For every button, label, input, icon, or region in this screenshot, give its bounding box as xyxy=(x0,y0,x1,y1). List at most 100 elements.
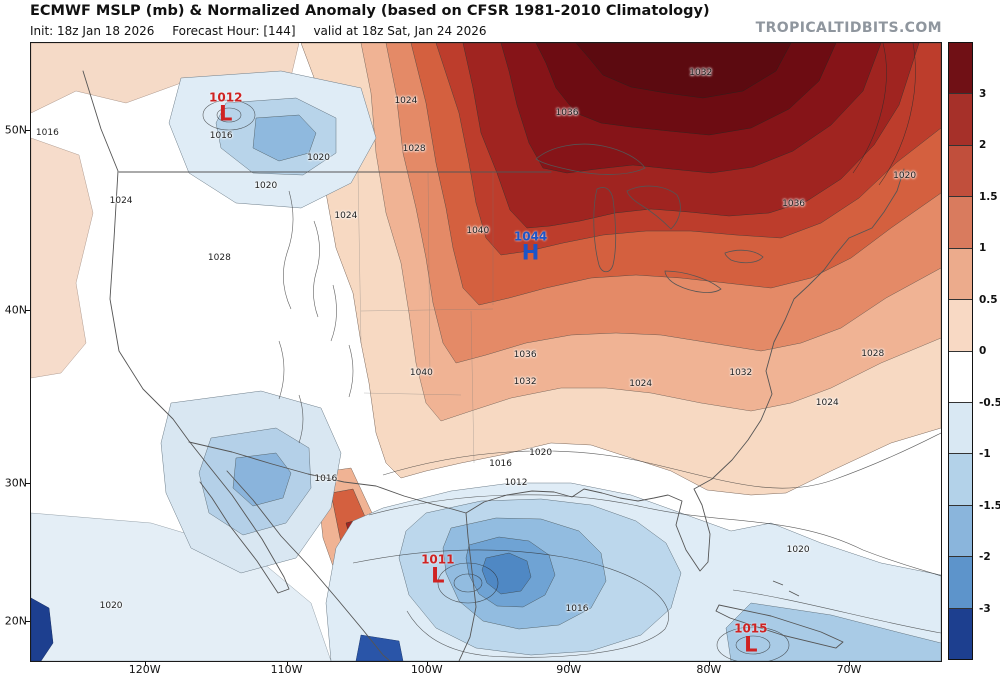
lon-tick xyxy=(426,661,428,666)
pressure-center-letter: L xyxy=(744,632,758,657)
isobar-label: 1016 xyxy=(565,604,589,615)
pressure-center-high: 1044 H xyxy=(514,230,547,263)
colorbar-label: 0 xyxy=(979,345,987,357)
anomaly-fill-negative xyxy=(355,634,404,661)
isobar-label: 1024 xyxy=(629,379,653,390)
page-title: ECMWF MSLP (mb) & Normalized Anomaly (ba… xyxy=(30,3,710,19)
lon-tick xyxy=(286,661,288,666)
isobar-label: 1012 xyxy=(504,478,528,489)
colorbar-label: -3 xyxy=(979,602,991,615)
colorbar-label: 2 xyxy=(979,139,987,151)
pressure-center-letter: L xyxy=(219,101,233,126)
coastline-mexico-west xyxy=(226,470,391,661)
lon-label: 80W xyxy=(696,663,722,676)
isobar-label: 1024 xyxy=(109,196,133,207)
forecast-hour: Forecast Hour: [144] xyxy=(172,24,296,38)
colorbar-segment xyxy=(949,608,972,660)
isobar-label: 1028 xyxy=(402,144,426,155)
isobar-label: 1020 xyxy=(529,447,553,458)
isobar-label: 1020 xyxy=(307,152,330,163)
pressure-center-value: 1012 xyxy=(209,90,243,105)
anomaly-fill-negative xyxy=(725,602,941,661)
pressure-center-value: 1044 xyxy=(513,229,548,244)
coastline-west xyxy=(82,70,290,594)
isobar-label: 1032 xyxy=(729,368,753,378)
isobar-label: 1028 xyxy=(861,348,885,359)
isobar-label: 1036 xyxy=(782,199,806,210)
state-borders xyxy=(357,171,494,464)
watermark: TROPICALTIDBITS.COM xyxy=(755,20,942,36)
border-us-mexico xyxy=(188,441,467,514)
colorbar-label: 1.5 xyxy=(979,190,998,203)
pressure-center-low: 1011 L xyxy=(421,554,454,587)
isobar-label: 1032 xyxy=(513,377,537,388)
lat-tick xyxy=(25,129,30,131)
colorbar-label: -1 xyxy=(979,448,991,460)
coastline-cuba xyxy=(715,604,844,649)
colorbar-segment xyxy=(949,94,972,146)
pressure-center-value: 1011 xyxy=(421,552,455,567)
coastline-gulf-atlantic xyxy=(458,168,905,661)
pressure-center-value: 1015 xyxy=(734,621,768,636)
colorbar-segment xyxy=(949,145,972,198)
anomaly-fill-positive xyxy=(31,137,94,379)
isobar-label: 1016 xyxy=(489,458,512,469)
anomaly-fill-negative xyxy=(31,512,332,661)
colorbar-label: 0.5 xyxy=(979,293,998,306)
isobar-label: 1036 xyxy=(513,350,537,361)
isobar-label: 1020 xyxy=(786,544,810,555)
colorbar-segment xyxy=(949,248,972,301)
colorbar-segment xyxy=(949,351,972,403)
anomaly-fill-negative xyxy=(481,552,532,595)
isobar-label: 1020 xyxy=(99,600,123,611)
colorbar-label: 3 xyxy=(979,87,987,100)
isobar-label: 1016 xyxy=(35,128,59,139)
colorbar xyxy=(948,42,973,660)
lat-label: 50N xyxy=(4,123,27,137)
isobar-label: 1020 xyxy=(254,180,278,191)
lon-tick xyxy=(849,661,850,666)
map-canvas: 1016 1020 1024 1028 1036 1032 1040 1036 1040 1036… xyxy=(30,42,942,662)
great-lakes xyxy=(535,143,800,597)
lat-tick xyxy=(25,483,30,485)
pressure-center-letter: H xyxy=(521,240,540,265)
colorbar-segment xyxy=(949,402,972,455)
colorbar-segment xyxy=(949,505,972,558)
colorbar-segment xyxy=(949,43,972,95)
lon-tick xyxy=(708,661,710,666)
isobar-label: 1024 xyxy=(334,211,358,222)
isobar-label: 1024 xyxy=(815,398,839,409)
lat-label: 30N xyxy=(4,476,27,490)
init-time: Init: 18z Jan 18 2026 xyxy=(30,24,155,38)
isobar-label: 1016 xyxy=(314,474,338,485)
init-line: Init: 18z Jan 18 2026 Forecast Hour: [14… xyxy=(30,24,501,38)
pressure-center-low: 1012 L xyxy=(209,91,242,124)
anomaly-contour-svg xyxy=(31,43,941,661)
anomaly-fill-negative xyxy=(31,597,54,661)
anomaly-fill-positive xyxy=(575,43,792,99)
lon-label: 70W xyxy=(836,663,862,676)
colorbar-label: -0.5 xyxy=(979,396,1000,409)
isobar-label: 1032 xyxy=(689,68,713,79)
lon-tick xyxy=(568,661,570,666)
lon-label: 100W xyxy=(410,663,443,676)
lat-label: 20N xyxy=(4,614,27,628)
colorbar-segment xyxy=(949,557,972,609)
lat-tick xyxy=(25,310,30,312)
map-label-overlay: 1016 1020 1024 1028 1036 1032 1040 1036 1040 1036… xyxy=(31,43,941,661)
pressure-center-letter: L xyxy=(431,563,445,588)
anomaly-fill-negative xyxy=(232,452,292,507)
colorbar-label: 1 xyxy=(979,242,987,254)
colorbar-label: -1.5 xyxy=(979,499,1000,512)
colorbar-segment xyxy=(949,454,972,506)
lon-label: 120W xyxy=(128,663,161,676)
isobar-contours xyxy=(202,43,941,661)
isobar-label: 1028 xyxy=(207,253,231,264)
colorbar-label: -2 xyxy=(979,551,991,563)
isobar-label: 1040 xyxy=(409,368,433,378)
colorbar-segment xyxy=(949,300,972,352)
colorbar-segment xyxy=(949,197,972,249)
isobar-label: 1020 xyxy=(893,170,917,181)
isobar-label: 1040 xyxy=(466,225,490,236)
isobar-label: 1024 xyxy=(394,96,418,107)
